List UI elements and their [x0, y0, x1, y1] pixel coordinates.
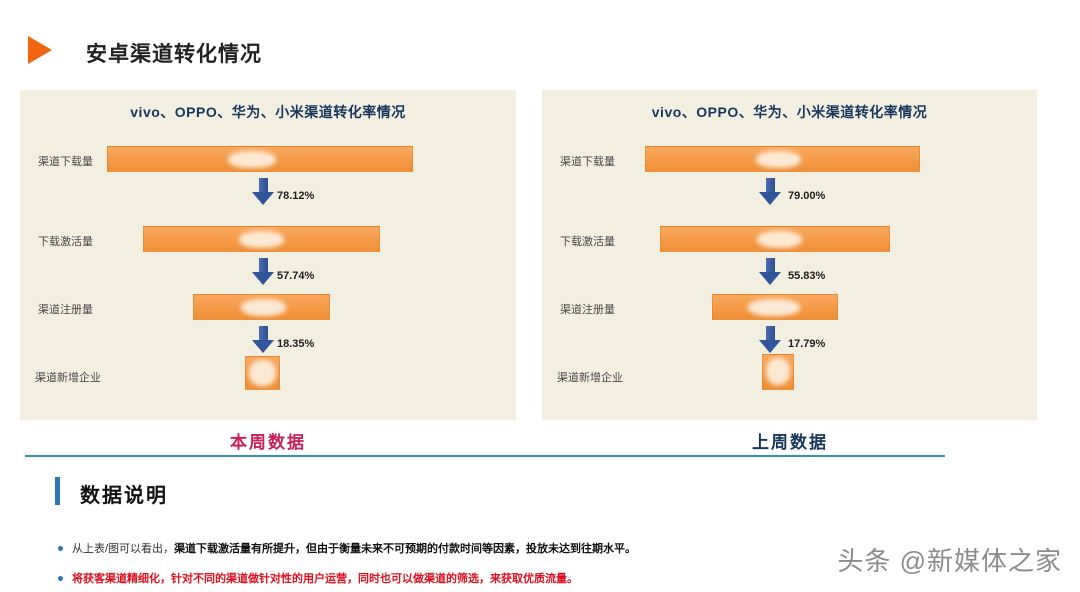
down-arrow-icon [252, 258, 274, 285]
category-label: 下载激活量 [560, 236, 615, 248]
down-arrow-icon [759, 326, 781, 353]
category-label: 渠道下载量 [38, 156, 93, 168]
section-accent-bar [55, 477, 60, 505]
funnel-bar-registrations [712, 294, 838, 320]
funnel-bar-activations [660, 226, 890, 252]
funnel-bar-activations [143, 226, 380, 252]
funnel-bar-new-enterprises [762, 354, 794, 390]
title-triangle-icon [28, 36, 52, 64]
page-title: 安卓渠道转化情况 [86, 43, 262, 66]
redacted-value [241, 299, 286, 316]
conversion-rate: 17.79% [788, 338, 826, 350]
funnel-chart-this-week: vivo、OPPO、华为、小米渠道转化率情况 渠道下载量 78.12% 下载激活… [20, 90, 516, 420]
conversion-rate: 18.35% [277, 338, 315, 350]
redacted-value [748, 299, 800, 316]
category-label: 渠道下载量 [560, 156, 615, 168]
redacted-value [757, 231, 802, 248]
note-bullet-red: 将获客渠道精细化，针对不同的渠道做针对性的用户运营，同时也可以做渠道的筛选，来获… [72, 570, 578, 586]
bullet-icon [58, 546, 63, 551]
funnel-bar-registrations [193, 294, 330, 320]
category-label: 渠道注册量 [560, 304, 615, 316]
funnel-bar-downloads [645, 146, 920, 172]
chart-title: vivo、OPPO、华为、小米渠道转化率情况 [130, 104, 406, 120]
down-arrow-icon [252, 326, 274, 353]
funnel-bar-downloads [107, 146, 413, 172]
bullet-icon [58, 576, 63, 581]
category-label: 渠道新增企业 [35, 372, 101, 384]
down-arrow-icon [759, 258, 781, 285]
down-arrow-icon [252, 178, 274, 205]
redacted-value [249, 360, 276, 386]
caption-this-week: 本周数据 [230, 433, 306, 452]
redacted-value [239, 231, 284, 248]
redacted-value [756, 151, 801, 168]
category-label: 渠道新增企业 [557, 372, 623, 384]
chart-title: vivo、OPPO、华为、小米渠道转化率情况 [651, 104, 928, 120]
note-bullet: 从上表/图可以看出，渠道下载激活量有所提升，但由于衡量未来不可预期的付款时间等因… [72, 540, 636, 556]
funnel-chart-last-week: vivo、OPPO、华为、小米渠道转化率情况 渠道下载量 79.00% 下载激活… [542, 90, 1037, 420]
redacted-value [228, 151, 276, 168]
conversion-rate: 78.12% [277, 190, 315, 202]
section-divider [25, 455, 945, 457]
funnel-bar-new-enterprises [245, 356, 280, 390]
down-arrow-icon [759, 178, 781, 205]
redacted-value [766, 358, 790, 386]
caption-last-week: 上周数据 [752, 433, 828, 452]
watermark: 头条 @新媒体之家 [837, 546, 1062, 576]
note-text-red: 将获客渠道精细化，针对不同的渠道做针对性的用户运营，同时也可以做渠道的筛选，来获… [72, 573, 578, 585]
conversion-rate: 79.00% [788, 190, 826, 202]
section-title: 数据说明 [80, 485, 168, 507]
note-text-bold: 渠道下载激活量有所提升，但由于衡量未来不可预期的付款时间等因素，投放未达到往期水… [174, 543, 637, 555]
note-text-normal: 从上表/图可以看出， [72, 543, 175, 555]
conversion-rate: 55.83% [788, 270, 826, 282]
conversion-rate: 57.74% [277, 270, 315, 282]
category-label: 下载激活量 [38, 236, 93, 248]
category-label: 渠道注册量 [38, 304, 93, 316]
